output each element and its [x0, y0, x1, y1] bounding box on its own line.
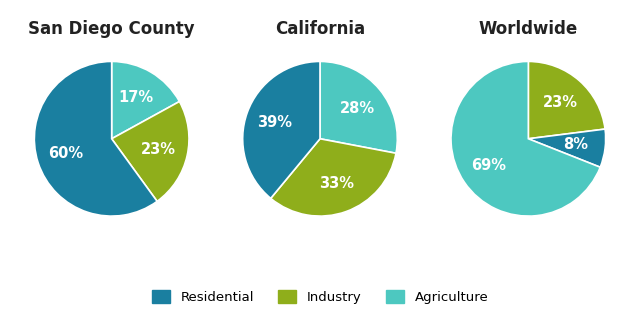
Wedge shape [35, 62, 157, 216]
Wedge shape [271, 139, 396, 216]
Text: 23%: 23% [543, 95, 577, 110]
Text: 28%: 28% [339, 101, 374, 116]
Wedge shape [451, 62, 600, 216]
Wedge shape [243, 62, 320, 198]
Title: California: California [275, 20, 365, 38]
Text: 33%: 33% [319, 176, 354, 191]
Text: 23%: 23% [141, 142, 176, 157]
Wedge shape [111, 101, 189, 201]
Text: 17%: 17% [118, 90, 154, 105]
Wedge shape [529, 62, 605, 139]
Wedge shape [529, 129, 605, 167]
Title: Worldwide: Worldwide [479, 20, 578, 38]
Text: 69%: 69% [471, 158, 506, 173]
Text: 39%: 39% [257, 115, 292, 130]
Wedge shape [111, 62, 179, 139]
Title: San Diego County: San Diego County [28, 20, 195, 38]
Text: 8%: 8% [563, 137, 588, 152]
Wedge shape [320, 62, 397, 153]
Legend: Residential, Industry, Agriculture: Residential, Industry, Agriculture [147, 285, 493, 309]
Text: 60%: 60% [49, 146, 84, 161]
